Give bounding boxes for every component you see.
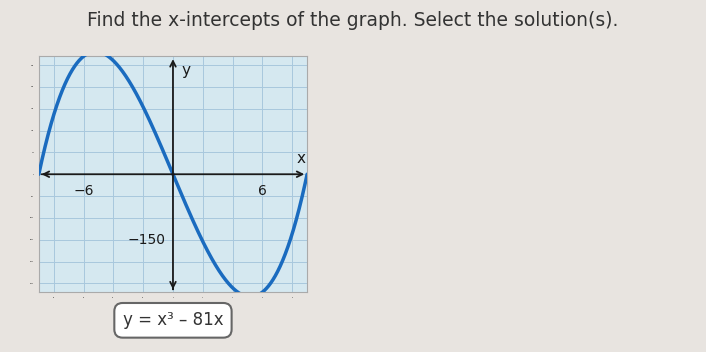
Text: y = x³ – 81x: y = x³ – 81x xyxy=(123,311,223,329)
Text: Find the x-intercepts of the graph. Select the solution(s).: Find the x-intercepts of the graph. Sele… xyxy=(88,11,618,30)
Text: −6: −6 xyxy=(73,184,94,198)
Text: 6: 6 xyxy=(258,184,267,198)
Text: x: x xyxy=(297,151,306,165)
Text: −150: −150 xyxy=(128,233,165,247)
Text: y: y xyxy=(182,63,191,78)
